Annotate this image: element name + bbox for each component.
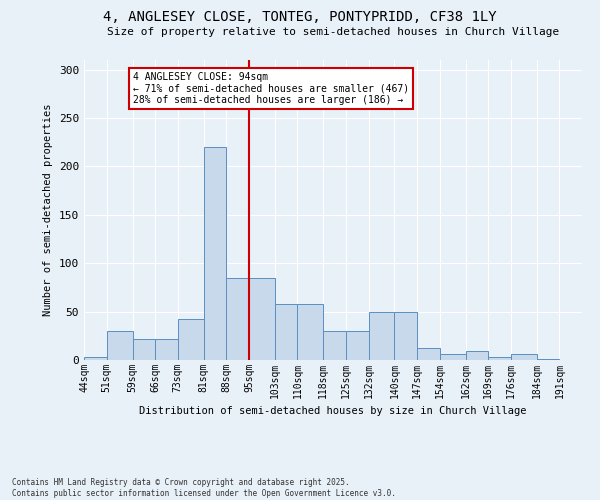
Bar bbox=[133, 338, 155, 360]
Bar bbox=[275, 304, 298, 360]
Bar bbox=[107, 331, 133, 360]
Bar bbox=[298, 304, 323, 360]
Bar bbox=[466, 352, 488, 360]
Bar bbox=[84, 357, 107, 360]
Text: 4, ANGLESEY CLOSE, TONTEG, PONTYPRIDD, CF38 1LY: 4, ANGLESEY CLOSE, TONTEG, PONTYPRIDD, C… bbox=[103, 10, 497, 24]
Bar bbox=[346, 331, 368, 360]
Bar bbox=[203, 147, 226, 360]
X-axis label: Distribution of semi-detached houses by size in Church Village: Distribution of semi-detached houses by … bbox=[139, 406, 527, 416]
Bar bbox=[511, 354, 537, 360]
Bar bbox=[178, 320, 203, 360]
Title: Size of property relative to semi-detached houses in Church Village: Size of property relative to semi-detach… bbox=[107, 27, 559, 37]
Text: 4 ANGLESEY CLOSE: 94sqm
← 71% of semi-detached houses are smaller (467)
28% of s: 4 ANGLESEY CLOSE: 94sqm ← 71% of semi-de… bbox=[133, 72, 409, 105]
Bar bbox=[440, 354, 466, 360]
Bar bbox=[417, 348, 440, 360]
Bar bbox=[368, 312, 394, 360]
Text: Contains HM Land Registry data © Crown copyright and database right 2025.
Contai: Contains HM Land Registry data © Crown c… bbox=[12, 478, 396, 498]
Y-axis label: Number of semi-detached properties: Number of semi-detached properties bbox=[43, 104, 53, 316]
Bar bbox=[488, 357, 511, 360]
Bar bbox=[249, 278, 275, 360]
Bar bbox=[394, 312, 417, 360]
Bar bbox=[323, 331, 346, 360]
Bar bbox=[226, 278, 249, 360]
Bar bbox=[537, 359, 559, 360]
Bar bbox=[155, 338, 178, 360]
